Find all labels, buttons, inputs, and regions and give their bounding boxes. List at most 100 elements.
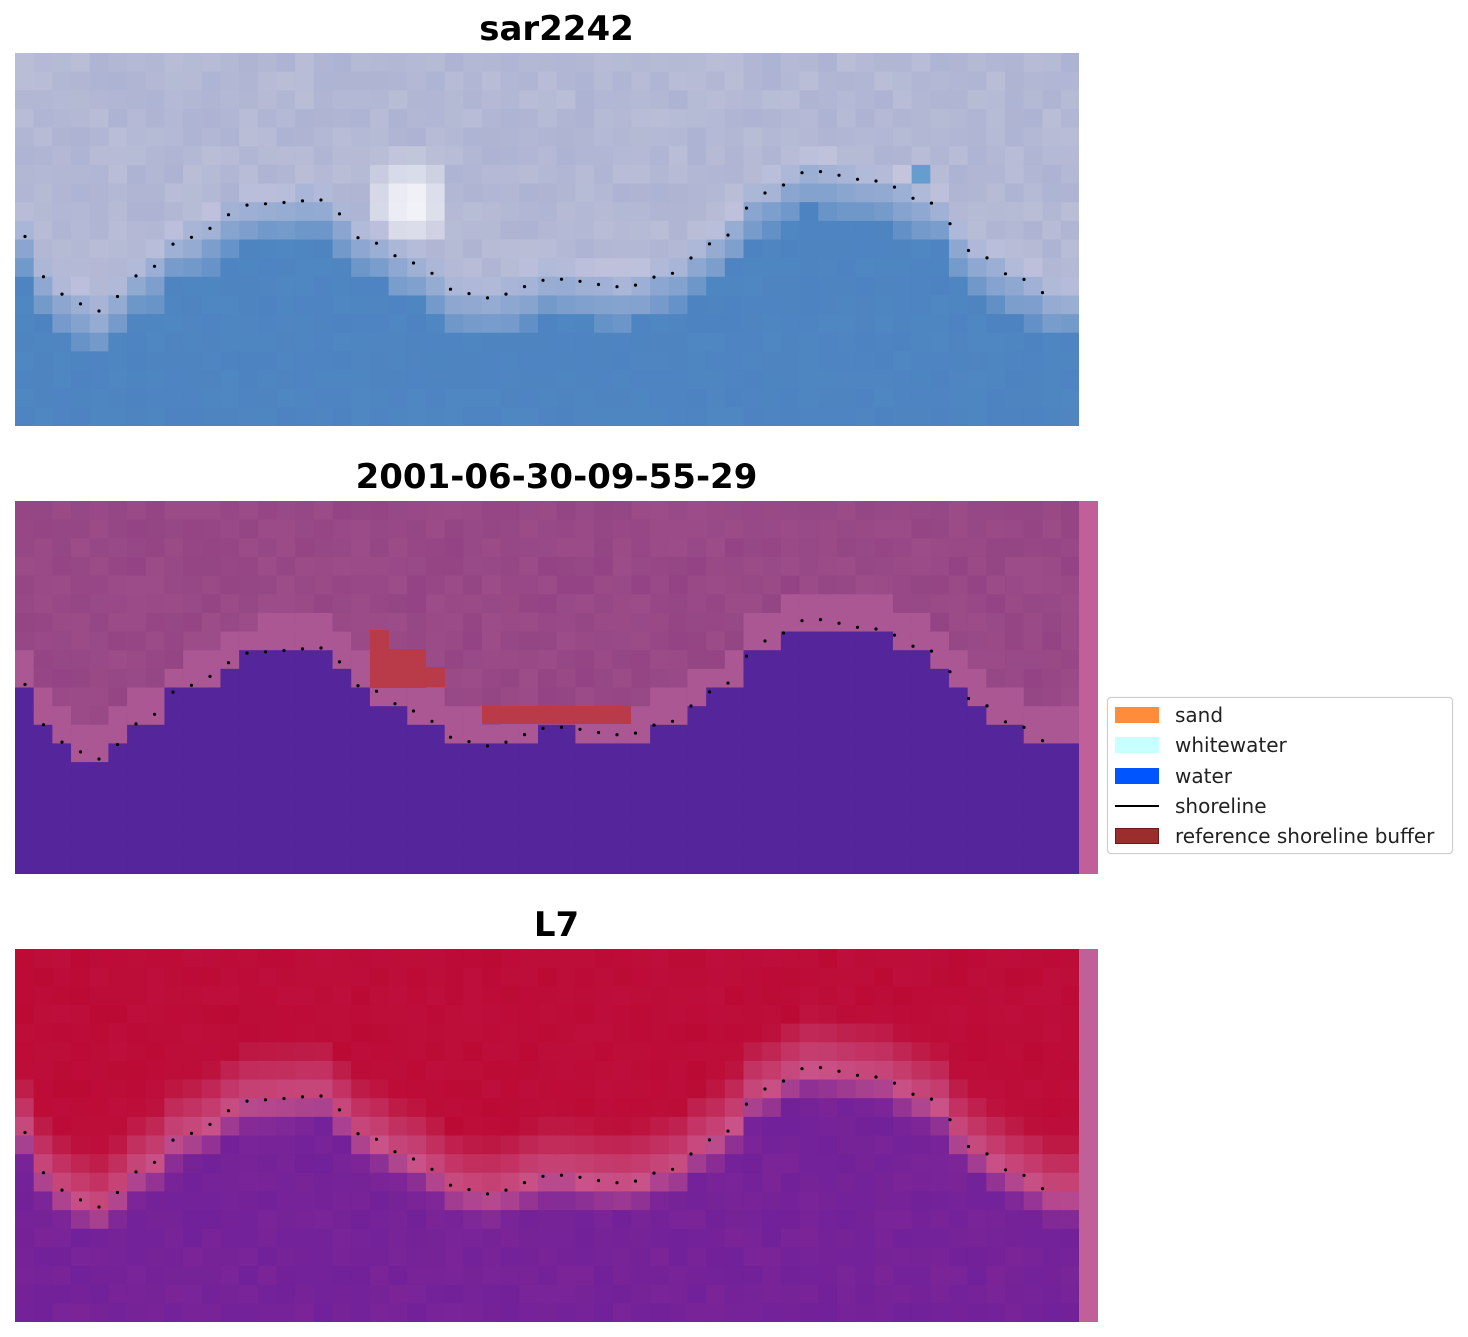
raster-pixel [201, 687, 222, 707]
raster-pixel [425, 1266, 446, 1286]
raster-pixel [1061, 295, 1081, 315]
raster-pixel [15, 108, 35, 129]
shoreline-point [689, 1152, 693, 1156]
raster-pixel [295, 594, 315, 614]
raster-pixel [89, 724, 109, 745]
raster-pixel [201, 276, 222, 297]
raster-pixel [33, 743, 53, 763]
raster-pixel [1005, 1284, 1025, 1304]
raster-pixel [15, 1004, 35, 1025]
raster-pixel [332, 1060, 352, 1081]
raster-pixel [967, 1191, 987, 1211]
raster-pixel [1042, 1154, 1062, 1174]
raster-pixel [425, 1247, 446, 1267]
raster-pixel [668, 1098, 689, 1118]
raster-pixel [500, 1172, 520, 1193]
shoreline-point [60, 292, 64, 296]
raster-pixel [687, 258, 707, 278]
raster-pixel [986, 575, 1006, 595]
raster-pixel [444, 780, 464, 800]
raster-pixel [762, 836, 782, 856]
raster-pixel [482, 743, 502, 763]
raster-pixel [201, 90, 222, 110]
raster-pixel [388, 90, 408, 110]
shoreline-point [707, 242, 712, 246]
raster-pixel [706, 314, 726, 334]
raster-pixel [407, 295, 427, 315]
raster-pixel [855, 1135, 875, 1155]
raster-pixel [706, 1191, 726, 1211]
raster-pixel [89, 706, 109, 726]
raster-pixel [1005, 1042, 1025, 1062]
raster-pixel [986, 90, 1006, 110]
raster-pixel [836, 575, 857, 595]
raster-pixel [631, 127, 651, 147]
raster-pixel [89, 631, 109, 651]
raster-pixel [556, 818, 576, 838]
raster-pixel [911, 949, 931, 969]
raster-pixel [668, 538, 689, 558]
raster-pixel [313, 501, 334, 521]
raster-pixel [556, 780, 576, 800]
raster-pixel [388, 332, 408, 352]
raster-pixel [668, 183, 689, 203]
raster-pixel [220, 1303, 240, 1322]
raster-pixel [874, 183, 894, 203]
raster-pixel [911, 743, 931, 763]
raster-pixel [874, 90, 894, 110]
raster-pixel [1042, 295, 1062, 315]
raster-pixel [706, 706, 726, 726]
raster-pixel [15, 594, 35, 614]
raster-pixel [575, 407, 595, 426]
raster-pixel [743, 370, 763, 390]
raster-pixel [407, 1004, 427, 1025]
raster-pixel [650, 1154, 670, 1174]
raster-pixel [930, 276, 950, 297]
raster-pixel [780, 1042, 801, 1062]
raster-pixel [332, 762, 352, 782]
raster-pixel [71, 239, 91, 259]
raster-pixel [127, 239, 147, 259]
raster-pixel [1023, 108, 1043, 129]
raster-pixel [892, 799, 913, 819]
raster-pixel [127, 501, 147, 521]
raster-pixel [1042, 1023, 1062, 1043]
raster-pixel [463, 1060, 483, 1081]
raster-pixel [276, 71, 296, 91]
raster-pixel [538, 71, 558, 91]
raster-pixel [743, 351, 763, 371]
raster-pixel [239, 538, 259, 558]
raster-pixel [33, 220, 53, 241]
legend-swatch-water [1115, 768, 1159, 784]
raster-pixel [388, 575, 408, 595]
raster-pixel [351, 519, 371, 539]
raster-pixel [706, 1247, 726, 1267]
raster-pixel [145, 706, 166, 726]
raster-pixel [799, 668, 819, 689]
raster-pixel [668, 370, 689, 390]
raster-pixel [164, 650, 184, 670]
raster-pixel [463, 332, 483, 352]
raster-pixel [687, 1135, 707, 1155]
raster-pixel [930, 687, 950, 707]
raster-pixel [500, 351, 520, 371]
raster-pixel [911, 780, 931, 800]
raster-pixel [575, 1303, 595, 1322]
raster-pixel [1042, 1135, 1062, 1155]
raster-pixel [500, 108, 520, 129]
raster-pixel [332, 706, 352, 726]
raster-pixel [239, 650, 259, 670]
raster-pixel [407, 407, 427, 426]
raster-pixel [1061, 1098, 1081, 1118]
raster-pixel [780, 1060, 801, 1081]
raster-pixel [650, 1303, 670, 1322]
raster-pixel [164, 1079, 184, 1099]
raster-pixel [145, 949, 166, 969]
raster-pixel [911, 164, 931, 185]
raster-pixel [949, 1247, 969, 1267]
raster-pixel [407, 818, 427, 838]
raster-pixel [836, 90, 857, 110]
shoreline-point [670, 271, 675, 275]
raster-pixel [33, 1023, 53, 1043]
raster-pixel [594, 1247, 614, 1267]
